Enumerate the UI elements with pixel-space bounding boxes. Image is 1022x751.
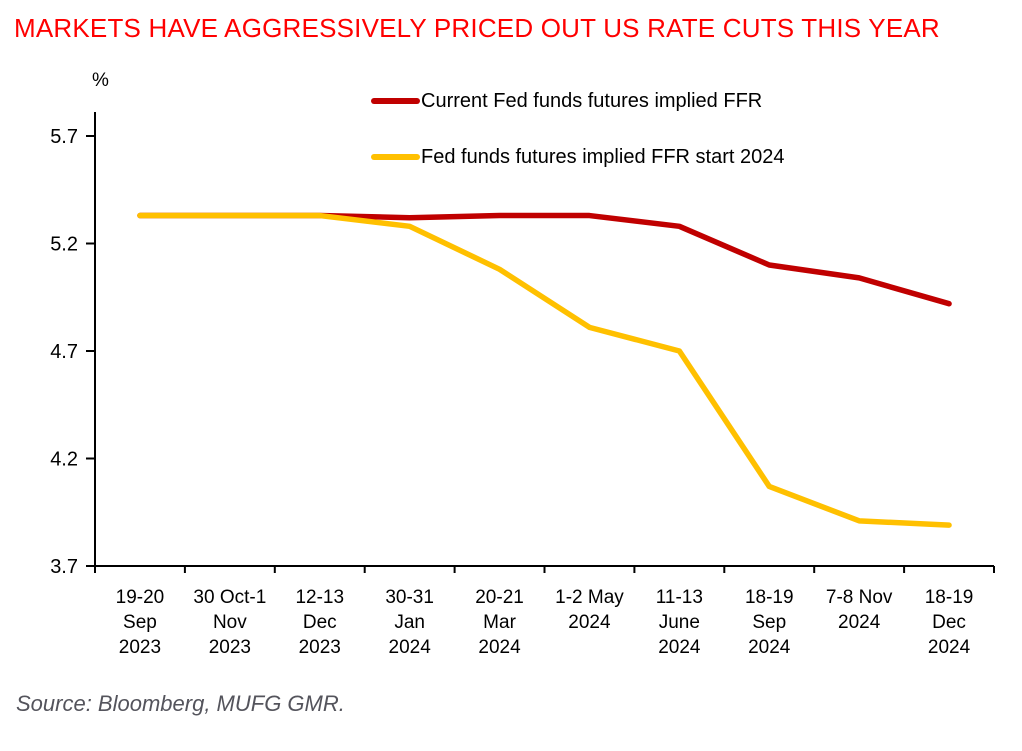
x-axis-category-label: 18-19 Sep 2024	[745, 587, 794, 658]
source-note: Source: Bloomberg, MUFG GMR.	[16, 691, 345, 716]
legend-line-swatch-ffr-start-2024	[371, 154, 420, 160]
x-axis-category-label: 20-21 Mar 2024	[475, 587, 524, 658]
legend-item-current-ffr: Current Fed funds futures implied FFR	[371, 90, 785, 112]
x-axis-category-label: 18-19 Dec 2024	[925, 587, 974, 658]
chart-title: MARKETS HAVE AGGRESSIVELY PRICED OUT US …	[14, 13, 940, 43]
x-axis-category-label: 12-13 Dec 2023	[295, 587, 344, 658]
y-axis-tick-label: 4.7	[50, 341, 78, 363]
x-axis-category-label: 11-13 June 2024	[656, 587, 703, 658]
legend-label-ffr-start-2024: Fed funds futures implied FFR start 2024	[421, 145, 785, 168]
legend-item-ffr-start-2024: Fed funds futures implied FFR start 2024	[371, 146, 785, 168]
x-axis-category-label: 30-31 Jan 2024	[385, 587, 434, 658]
x-axis-category-label: 1-2 May 2024	[555, 587, 624, 633]
series-line-current-fed-funds-ffr	[137, 212, 952, 307]
y-axis-tick-label: 4.2	[50, 449, 78, 471]
legend: Current Fed funds futures implied FFR Fe…	[371, 90, 785, 202]
x-axis-category-label: 19-20 Sep 2023	[116, 587, 165, 658]
y-axis-tick-label: 5.2	[50, 234, 78, 256]
legend-label-current-ffr: Current Fed funds futures implied FFR	[421, 89, 763, 112]
x-axis-category-label: 7-8 Nov 2024	[826, 587, 893, 633]
legend-line-swatch-current-ffr	[371, 98, 420, 104]
x-axis-category-label: 30 Oct-1 Nov 2023	[193, 587, 266, 658]
y-axis-unit-label: %	[92, 70, 109, 91]
series-line-ffr-start-2024	[137, 212, 952, 528]
y-axis-tick-label: 5.7	[50, 126, 78, 148]
y-axis-tick-label: 3.7	[50, 556, 78, 578]
